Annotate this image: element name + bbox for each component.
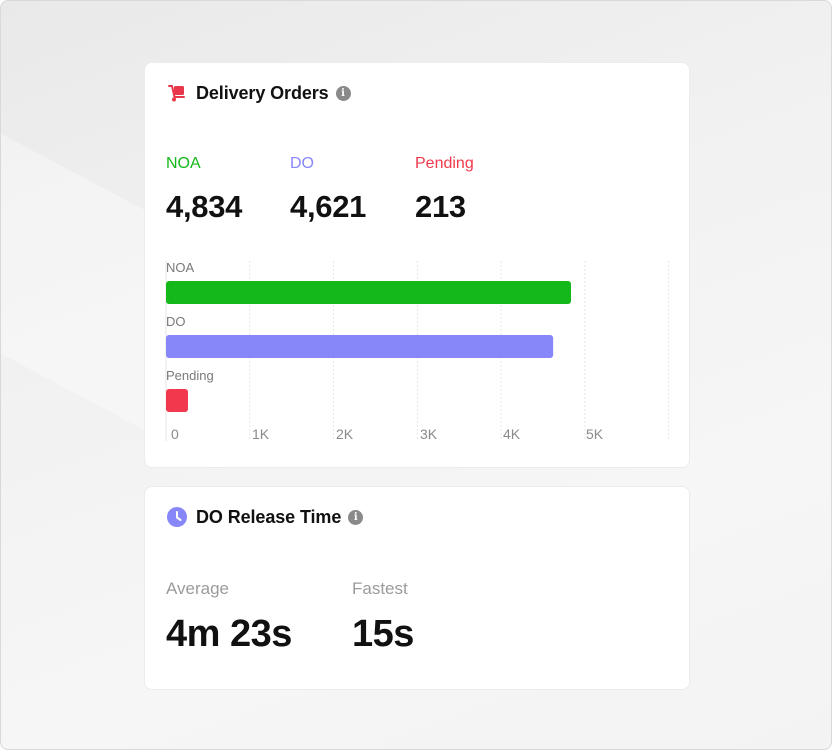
bar-label-pending: Pending [166,368,214,383]
delivery-orders-header: Delivery Orders i [167,82,351,104]
info-icon[interactable]: i [335,85,351,101]
stat-do: DO 4,621 [290,155,366,225]
stat-do-label: DO [290,155,314,172]
x-tick-label: 1K [252,426,270,442]
stat-pending: Pending 213 [415,155,474,225]
delivery-orders-bar-chart: NOA DO Pending 0 1K 2K 3K 4K 5K [165,260,670,442]
x-tick-label: 2K [336,426,354,442]
stat-fastest: Fastest 15s [352,579,414,656]
stat-fastest-label: Fastest [352,579,408,598]
bar-label-do: DO [166,314,186,329]
stat-pending-value: 213 [415,189,466,224]
x-tick-label: 5K [586,426,604,442]
stat-noa-value: 4,834 [166,189,243,224]
stat-do-value: 4,621 [290,189,367,224]
stat-average-value: 4m 23s [166,613,292,655]
stat-pending-label: Pending [415,155,474,172]
bar-pending[interactable] [166,389,188,412]
stat-noa-label: NOA [166,155,201,172]
x-tick-label: 3K [420,426,438,442]
release-time-header: DO Release Time i [167,506,364,528]
release-time-card: DO Release Time i Average 4m 23s Fastest… [144,486,690,690]
bar-label-noa: NOA [166,260,195,275]
hand-truck-icon [167,83,187,103]
clock-icon [167,507,187,527]
delivery-orders-title: Delivery Orders [196,82,329,103]
stat-fastest-value: 15s [352,613,414,655]
info-icon[interactable]: i [348,509,364,525]
stat-noa: NOA 4,834 [166,155,242,225]
x-tick-label: 0 [171,426,179,442]
bar-noa[interactable] [166,281,571,304]
x-tick-label: 4K [503,426,521,442]
stat-average-label: Average [166,579,230,598]
release-time-title: DO Release Time [196,506,342,527]
bar-do[interactable] [166,335,554,358]
delivery-orders-card: Delivery Orders i NOA 4,834 DO 4,621 Pen… [144,62,690,468]
stat-average: Average 4m 23s [166,579,292,656]
